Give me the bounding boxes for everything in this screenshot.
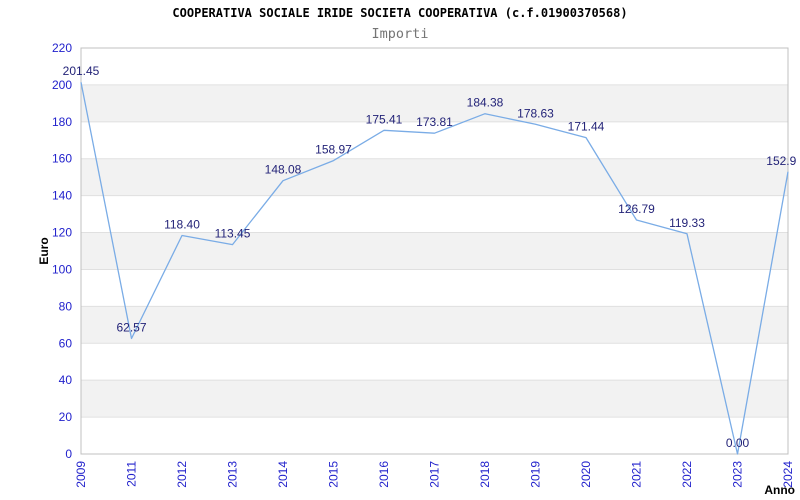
y-axis-title: Euro <box>37 237 51 264</box>
data-point-label: 201.45 <box>63 64 100 78</box>
y-tick-label: 220 <box>52 41 72 55</box>
x-tick-label: 2019 <box>529 461 543 488</box>
data-point-label: 173.81 <box>416 115 453 129</box>
y-tick-label: 180 <box>52 115 72 129</box>
chart-title: COOPERATIVA SOCIALE IRIDE SOCIETA COOPER… <box>172 6 628 20</box>
data-point-label: 119.33 <box>669 216 705 230</box>
series-line <box>80 82 789 455</box>
plot-band <box>81 158 788 196</box>
x-tick-label: 2009 <box>74 461 88 488</box>
data-point-label: 158.97 <box>315 143 352 157</box>
y-tick-label: 200 <box>52 78 72 92</box>
x-tick-label: 2018 <box>478 461 492 488</box>
x-tick-label: 2013 <box>226 461 240 488</box>
y-tick-label: 40 <box>59 373 73 387</box>
data-point-label: 62.57 <box>116 321 146 335</box>
x-tick-label: 2021 <box>630 461 644 488</box>
y-tick-label: 120 <box>52 226 72 240</box>
x-tick-label: 2014 <box>276 461 290 488</box>
plot-band <box>81 84 788 122</box>
y-tick-label: 0 <box>65 447 72 461</box>
plot-band <box>81 232 788 270</box>
x-tick-label: 2020 <box>579 461 593 488</box>
data-point-label: 0.00 <box>726 436 750 450</box>
plot-band <box>81 380 788 418</box>
x-tick-label: 2023 <box>731 461 745 488</box>
y-tick-label: 160 <box>52 152 72 166</box>
data-point-label: 184.38 <box>467 96 504 110</box>
data-point-label: 113.45 <box>215 227 251 241</box>
y-tick-label: 100 <box>52 262 72 276</box>
x-tick-label: 2016 <box>377 461 391 488</box>
plot-band <box>81 306 788 344</box>
x-tick-label: 2017 <box>428 461 442 488</box>
y-tick-label: 20 <box>59 410 73 424</box>
y-tick-label: 60 <box>59 336 73 350</box>
x-tick-label: 2011 <box>125 461 139 487</box>
x-axis-title: Anno <box>764 483 795 497</box>
data-point-label: 152.9 <box>766 154 796 168</box>
chart-subtitle: Importi <box>371 26 429 42</box>
data-point-label: 148.08 <box>265 163 302 177</box>
y-tick-label: 140 <box>52 189 72 203</box>
x-tick-label: 2024 <box>781 461 795 488</box>
data-point-label: 118.40 <box>164 218 200 232</box>
x-tick-label: 2015 <box>327 461 341 488</box>
data-point-label: 178.63 <box>517 106 554 120</box>
x-tick-label: 2022 <box>680 461 694 488</box>
plot-border <box>80 47 789 455</box>
data-point-label: 171.44 <box>568 120 605 134</box>
data-point-label: 126.79 <box>618 202 655 216</box>
x-tick-label: 2012 <box>175 461 189 488</box>
data-point-label: 175.41 <box>366 112 403 126</box>
y-tick-label: 80 <box>59 299 73 313</box>
